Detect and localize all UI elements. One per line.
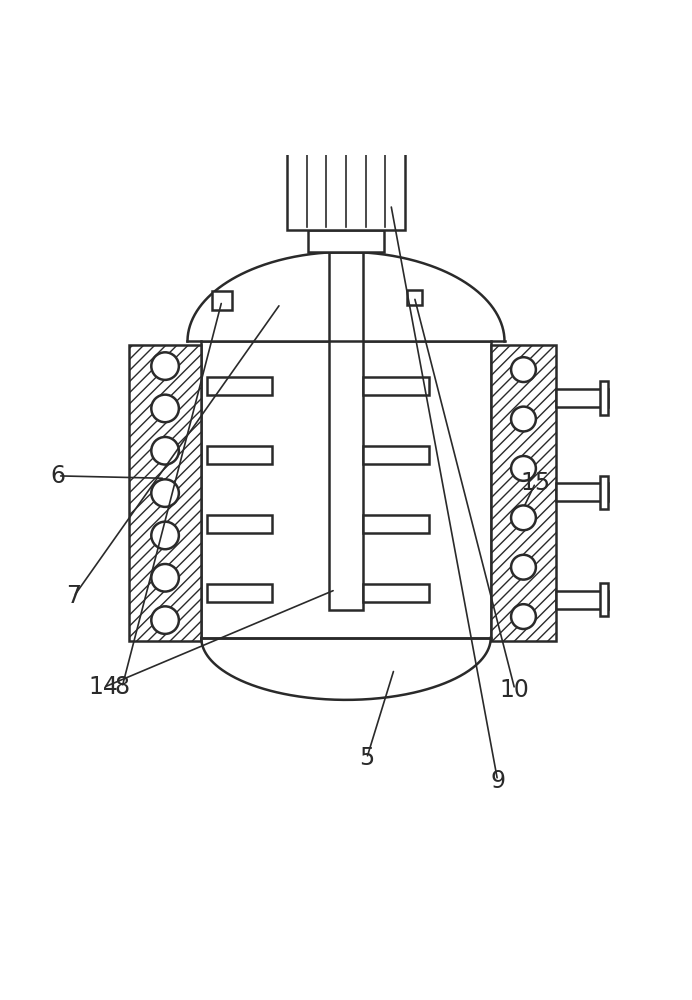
Bar <box>363 446 429 464</box>
Circle shape <box>511 555 536 580</box>
Circle shape <box>511 456 536 481</box>
Circle shape <box>152 395 179 422</box>
Bar <box>212 291 233 310</box>
Bar <box>207 584 272 602</box>
Text: 15: 15 <box>520 471 551 495</box>
Circle shape <box>152 352 179 380</box>
Bar <box>201 341 491 638</box>
Circle shape <box>511 505 536 530</box>
Bar <box>600 476 608 509</box>
Bar <box>363 377 429 395</box>
Polygon shape <box>188 252 504 341</box>
Bar <box>329 252 363 610</box>
Bar <box>207 377 272 395</box>
Bar <box>491 345 556 641</box>
Circle shape <box>152 522 179 549</box>
Circle shape <box>152 606 179 634</box>
Text: 6: 6 <box>51 464 66 488</box>
Bar <box>600 381 608 415</box>
Circle shape <box>511 357 536 382</box>
Bar <box>556 591 608 609</box>
Circle shape <box>152 564 179 592</box>
Bar <box>556 483 608 501</box>
Bar <box>600 583 608 616</box>
Bar <box>287 151 405 230</box>
Bar <box>279 142 413 151</box>
Text: 9: 9 <box>490 769 505 793</box>
Bar <box>308 230 384 252</box>
Bar <box>129 345 201 641</box>
Bar <box>407 290 422 305</box>
Bar <box>556 389 608 407</box>
Bar <box>207 446 272 464</box>
Text: 7: 7 <box>66 584 81 608</box>
Circle shape <box>152 437 179 465</box>
Circle shape <box>511 604 536 629</box>
Polygon shape <box>201 638 491 700</box>
Circle shape <box>511 407 536 431</box>
Text: 14: 14 <box>89 675 118 699</box>
Text: 8: 8 <box>114 675 129 699</box>
Text: 5: 5 <box>359 746 374 770</box>
Circle shape <box>152 479 179 507</box>
Bar <box>363 515 429 533</box>
Text: 10: 10 <box>500 678 530 702</box>
Bar <box>207 515 272 533</box>
Bar <box>363 584 429 602</box>
